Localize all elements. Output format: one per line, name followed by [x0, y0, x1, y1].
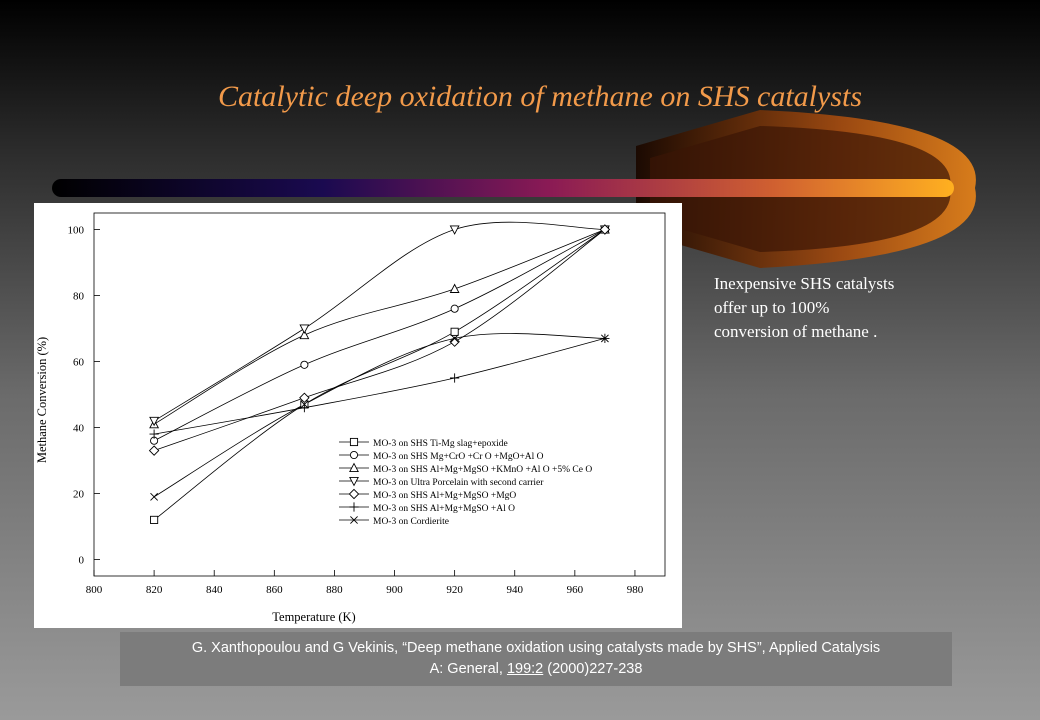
- legend-entry: MO-3 on SHS Al+Mg+MgSO +KMnO +Al O +5% C…: [373, 465, 592, 475]
- series-line: [154, 338, 605, 435]
- data-point: [600, 334, 609, 343]
- x-tick-label: 880: [326, 584, 343, 596]
- x-tick-label: 980: [627, 584, 644, 596]
- legend-marker: [349, 437, 359, 447]
- legend-marker: [349, 476, 359, 487]
- data-point: [149, 416, 160, 427]
- data-point: [449, 336, 460, 347]
- series-line: [153, 229, 606, 521]
- x-tick-label: 920: [446, 584, 463, 596]
- y-tick-label: 80: [73, 291, 85, 303]
- data-point: [150, 515, 159, 524]
- citation-pages: (2000)227-238: [543, 661, 643, 677]
- legend-marker: [349, 502, 359, 512]
- data-point: [300, 360, 309, 369]
- y-tick-label: 100: [68, 225, 85, 237]
- legend-entry: MO-3 on SHS Al+Mg+MgSO +Al O: [373, 504, 515, 514]
- data-point: [299, 392, 310, 404]
- x-tick-label: 960: [567, 584, 584, 596]
- data-point: [450, 327, 459, 336]
- x-tick-label: 800: [86, 584, 103, 596]
- series-line: [153, 333, 605, 498]
- data-point: [450, 334, 459, 343]
- x-tick-label: 900: [386, 584, 403, 596]
- legend-marker: [348, 488, 360, 500]
- plot-frame: [93, 212, 666, 577]
- data-point: [149, 429, 159, 439]
- y-axis-label: Methane Conversion (%): [35, 337, 49, 463]
- y-tick-label: 20: [73, 489, 85, 501]
- series-line: [153, 229, 606, 425]
- legend-marker: [350, 516, 358, 524]
- legend-entry: MO-3 on Ultra Porcelain with second carr…: [373, 478, 544, 488]
- x-tick-label: 940: [506, 584, 523, 596]
- data-point: [450, 373, 460, 383]
- data-point: [300, 400, 309, 409]
- gradient-bar: [52, 179, 954, 197]
- data-point: [449, 283, 460, 293]
- series-line: [153, 221, 605, 422]
- citation-journal: A: General,: [429, 661, 507, 677]
- x-tick-label: 840: [206, 584, 223, 596]
- legend-entry: MO-3 on SHS Al+Mg+MgSO +MgO: [373, 491, 516, 501]
- methane-conversion-chart: 800 820 840 860 880 900 920 940 960 980 0 20 40 60 80 1…: [35, 212, 666, 624]
- citation-box: G. Xanthopoulou and G Vekinis, “Deep met…: [120, 632, 952, 686]
- legend-entry: MO-3 on SHS Mg+CrO +Cr O +MgO+Al O: [373, 452, 544, 462]
- data-point: [150, 492, 159, 501]
- x-tick-label: 820: [146, 584, 163, 596]
- data-point: [599, 224, 611, 235]
- y-tick-label: 40: [73, 423, 85, 435]
- series-line: [153, 229, 606, 442]
- chart-panel: 800 820 840 860 880 900 920 940 960 980 0 20 40 60 80 1…: [34, 203, 682, 628]
- y-tick-label: 60: [73, 357, 85, 369]
- legend-entry: MO-3 on SHS Ti-Mg slag+epoxide: [373, 439, 508, 449]
- x-tick-label: 860: [266, 584, 283, 596]
- data-point: [148, 445, 160, 456]
- citation-line-2: A: General, 199:2 (2000)227-238: [120, 659, 952, 680]
- slide-title: Catalytic deep oxidation of methane on S…: [217, 80, 863, 113]
- citation-line-1: G. Xanthopoulou and G Vekinis, “Deep met…: [191, 640, 881, 656]
- legend-marker: [349, 462, 359, 473]
- x-axis-label: Temperature (K): [272, 610, 355, 624]
- legend-entry: MO-3 on Cordierite: [373, 517, 449, 527]
- series-line: [153, 229, 606, 451]
- legend-marker: [349, 450, 359, 460]
- y-tick-label: 0: [79, 555, 85, 567]
- data-point: [299, 329, 310, 340]
- data-point: [450, 304, 459, 313]
- citation-volume: 199:2: [506, 661, 544, 677]
- data-point: [299, 324, 310, 334]
- data-point: [449, 225, 460, 235]
- summary-note: Inexpensive SHS catalysts offer up to 10…: [714, 274, 895, 341]
